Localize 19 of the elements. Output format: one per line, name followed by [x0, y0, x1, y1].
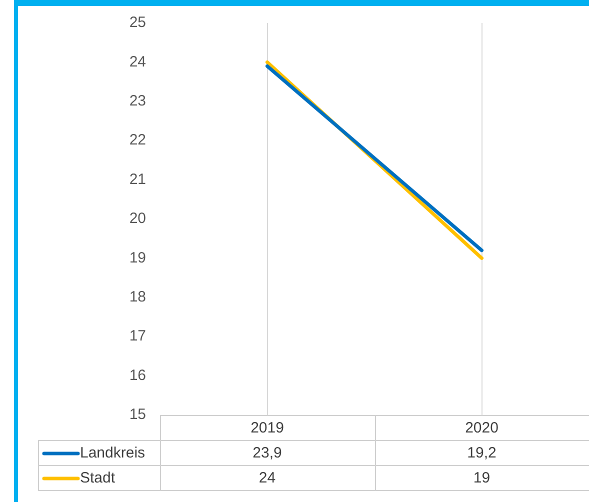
data-label: 19,2 — [467, 444, 496, 462]
y-tick-label: 21 — [129, 170, 146, 188]
y-tick-label: 15 — [129, 406, 146, 424]
y-tick-label: 25 — [129, 14, 146, 32]
y-tick-label: 24 — [129, 53, 146, 70]
x-tick-label: 2020 — [465, 420, 498, 437]
legend-label: Landkreis — [80, 444, 146, 462]
y-tick-label: 16 — [129, 366, 146, 384]
y-tick-label: 20 — [129, 210, 146, 228]
y-tick-label: 23 — [129, 92, 146, 110]
y-tick-label: 19 — [129, 249, 146, 266]
x-tick-label: 2019 — [250, 420, 284, 437]
y-tick-label: 17 — [129, 328, 146, 345]
y-tick-label: 18 — [129, 288, 146, 306]
data-label: 19 — [473, 470, 490, 487]
y-tick-label: 22 — [129, 132, 146, 149]
data-label: 23,9 — [252, 444, 282, 462]
data-label: 24 — [258, 470, 276, 487]
legend-label: Stadt — [80, 470, 116, 487]
